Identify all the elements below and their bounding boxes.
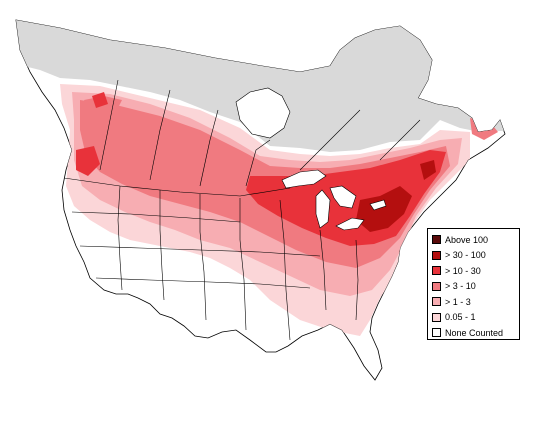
legend-swatch bbox=[432, 281, 441, 291]
legend-swatch bbox=[432, 266, 441, 276]
legend-item: > 30 - 100 bbox=[432, 248, 516, 264]
legend-item: Above 100 bbox=[432, 232, 516, 248]
legend-item: None Counted bbox=[432, 325, 516, 341]
map-legend: Above 100 > 30 - 100 > 10 - 30 > 3 - 10 > 1 … bbox=[427, 228, 520, 340]
legend-item: > 1 - 3 bbox=[432, 294, 516, 310]
legend-label: > 10 - 30 bbox=[445, 265, 481, 276]
legend-label: > 30 - 100 bbox=[445, 250, 486, 261]
legend-label: Above 100 bbox=[445, 234, 489, 245]
legend-swatch bbox=[432, 297, 441, 307]
legend-label: None Counted bbox=[445, 327, 504, 338]
political-boundaries bbox=[63, 79, 421, 341]
legend-swatch bbox=[432, 250, 441, 260]
hudson-bay bbox=[235, 87, 291, 139]
legend-swatch bbox=[432, 312, 441, 322]
legend-item: > 10 - 30 bbox=[432, 263, 516, 279]
legend-swatch bbox=[432, 328, 441, 338]
legend-label: > 1 - 3 bbox=[445, 296, 471, 307]
legend-swatch bbox=[432, 235, 441, 245]
legend-item: > 3 - 10 bbox=[432, 279, 516, 295]
legend-item: 0.05 - 1 bbox=[432, 310, 516, 326]
abundance-band-very-high bbox=[356, 160, 436, 232]
legend-label: 0.05 - 1 bbox=[445, 312, 476, 323]
legend-label: > 3 - 10 bbox=[445, 281, 476, 292]
great-lakes bbox=[281, 169, 387, 231]
